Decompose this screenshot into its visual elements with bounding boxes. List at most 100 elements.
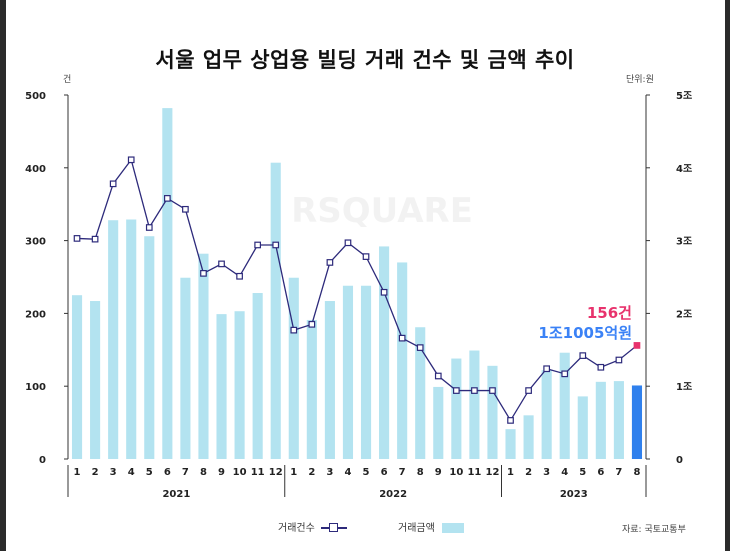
x-tick-label: 1 [74,467,81,478]
bar-amount [180,277,191,459]
y-right-tick-label: 3조 [676,236,692,248]
watermark: RSQUARE [291,191,473,231]
x-tick-label: 11 [467,467,481,478]
bar-amount [613,381,624,459]
y-left-tick-label: 500 [25,91,46,102]
bar-amount [433,386,444,459]
line-marker [471,387,478,394]
y-left-tick-label: 0 [39,455,46,466]
source-note: 자료: 국토교통부 [622,525,686,535]
legend-amount-label: 거래금액 [398,523,435,534]
chart-title: 서울 업무 상업용 빌딩 거래 건수 및 금액 추이 [155,48,575,72]
line-marker [434,372,442,380]
line-marker [597,363,605,371]
bar-amount [306,319,317,459]
bar-amount [523,415,534,459]
y-left-tick-label: 200 [25,309,46,320]
line-marker [254,241,262,249]
line-marker [109,180,117,188]
line-marker [163,195,171,202]
x-tick-label: 11 [251,467,265,478]
legend-amount: 거래금액 [398,519,464,534]
bar-amount [71,295,83,459]
x-tick-label: 2 [308,467,315,478]
line-marker [398,334,406,342]
x-tick-label: 4 [344,467,351,478]
x-tick-label: 6 [381,467,388,478]
year-label: 2023 [560,489,588,500]
line-marker [236,272,243,280]
line-marker [145,224,153,231]
line-marker [344,239,352,247]
y-left-tick-label: 400 [25,164,46,175]
y-right-tick-label: 0 [676,455,683,466]
x-tick-label: 3 [326,467,333,478]
x-tick-label: 8 [417,467,424,478]
bar-amount [451,358,462,459]
bar-amount [234,311,245,459]
bar-amount [162,108,173,459]
year-label: 2021 [162,489,190,500]
right-axis-unit: 단위:원 [626,75,654,85]
annotation-amount: 1조1005억원 [538,324,632,342]
x-tick-label: 8 [200,467,207,478]
x-tick-label: 7 [399,467,406,478]
page-edge-right [725,0,730,551]
line-marker [362,253,370,260]
line-marker [633,342,641,349]
bar-amount [360,285,372,459]
line-marker [91,235,99,243]
bar-amount [541,370,552,459]
page-edge-left [0,0,6,551]
x-tick-label: 3 [110,467,117,478]
line-marker [561,370,569,378]
line-marker [272,241,280,249]
x-tick-label: 9 [435,467,442,478]
bar-amount [90,301,101,459]
x-tick-label: 10 [449,467,463,478]
x-tick-label: 1 [290,467,297,478]
y-left-tick-label: 100 [25,382,46,393]
line-marker [416,344,424,351]
legend-count-label: 거래건수 [278,523,315,534]
x-tick-label: 6 [164,467,171,478]
x-tick-label: 10 [233,467,247,478]
legend-count: 거래건수 [278,519,347,534]
line-marker [615,356,623,364]
line-marker [290,326,298,334]
line-marker [308,320,316,328]
line-marker [200,270,207,277]
bar-amount [342,285,354,459]
legend-bar-swatch [442,523,464,533]
bar-amount [379,246,390,459]
bar-amount [270,162,281,460]
x-tick-label: 6 [597,467,604,478]
bar-amount [487,365,498,459]
bar-amount [108,220,119,459]
bar-amount [559,352,570,459]
y-left-tick-label: 300 [25,237,46,248]
left-axis-unit: 건 [63,75,72,85]
bar-amount [198,253,209,459]
x-tick-label: 2 [525,467,532,478]
x-tick-label: 5 [146,467,153,478]
bar-amount [595,381,606,459]
bar-amount [577,396,588,459]
bar-amount [324,301,335,459]
bar-amount [469,350,480,459]
line-marker [73,235,81,242]
x-tick-label: 12 [269,467,283,478]
bar-amount [252,293,263,459]
x-tick-label: 7 [615,467,622,478]
y-right-tick-label: 5조 [676,90,692,102]
x-tick-label: 3 [543,467,550,478]
x-tick-label: 5 [363,467,370,478]
bar-amount [144,236,155,459]
annotation-count: 156건 [587,304,632,322]
y-right-tick-label: 4조 [676,163,692,175]
bar-amount [397,262,408,459]
x-tick-label: 9 [218,467,225,478]
bar-amount [631,385,643,459]
bar-amount [216,314,227,459]
